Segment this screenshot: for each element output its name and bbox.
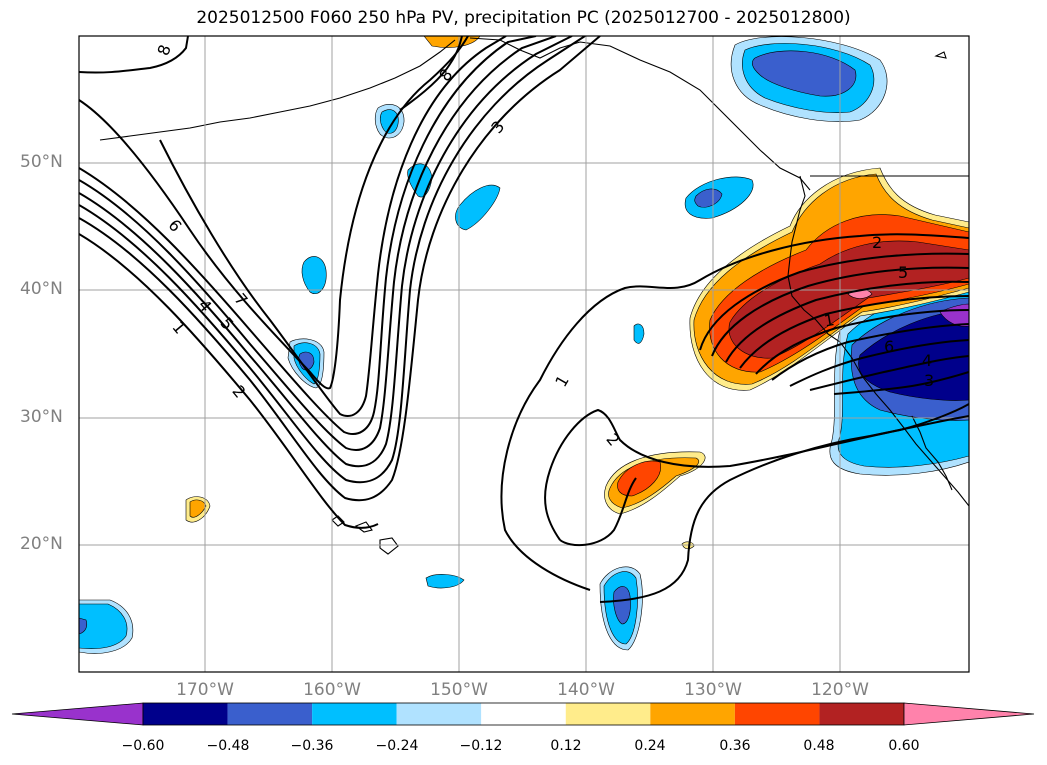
pv-contour-4	[79, 36, 573, 468]
contour-label: 4	[922, 351, 932, 370]
colorbar-tick-label: −0.36	[290, 738, 334, 754]
pv-contour-ridge-11	[789, 339, 969, 387]
baja	[911, 415, 953, 491]
plot-frame	[78, 35, 970, 673]
shade-blob-i	[425, 574, 465, 589]
lon-label-120w: 120°W	[811, 680, 869, 700]
lon-label-150w: 150°W	[430, 680, 488, 700]
colorbar-tick-label: 0.60	[888, 738, 920, 754]
pv-contour-ridge-9	[755, 309, 969, 375]
hawaii-2	[354, 521, 373, 533]
colorbar-tick-label: 0.24	[634, 738, 666, 754]
alaska-south	[469, 37, 811, 191]
colorbar-tick-label: −0.48	[206, 738, 250, 754]
colorbar-extend-left	[11, 702, 144, 726]
pv-contour-5	[79, 36, 557, 451]
colorbar-tick-label: −0.60	[121, 738, 165, 754]
aleutians	[99, 39, 456, 141]
pv-contour-ridge-7	[725, 280, 969, 363]
pv-contour-7	[159, 36, 507, 417]
pv-contour-9	[79, 36, 189, 74]
pv-contour-ridge-3	[544, 403, 969, 541]
shade-blob-c	[455, 184, 501, 231]
contour-label: 2	[872, 233, 882, 252]
lon-label-160w: 160°W	[303, 680, 361, 700]
lat-label-30: 30°N	[20, 407, 63, 427]
contour-label: 5	[898, 263, 908, 282]
pv-contour-1	[79, 233, 379, 529]
pv-contour-ridge-1	[500, 233, 969, 591]
colorbar-extend-right	[903, 702, 1035, 726]
lat-label-40: 40°N	[20, 279, 63, 299]
pv-contour-ridge-10	[771, 323, 969, 381]
plot-area	[79, 36, 969, 672]
colorbar-tick-label: 0.12	[550, 738, 582, 754]
colorbar-box	[143, 703, 228, 725]
colorbar-box	[565, 703, 651, 725]
colorbar-box	[396, 703, 482, 725]
colorbar	[11, 702, 1035, 726]
precip-negative-anomalies	[79, 36, 969, 654]
shade-blob-a-mid	[379, 109, 399, 134]
contour-label: 3	[924, 371, 934, 390]
lon-label-130w: 130°W	[684, 680, 742, 700]
island-1	[934, 51, 947, 59]
colorbar-box	[734, 703, 820, 725]
contour-label: 6	[884, 337, 894, 356]
colorbar-box	[312, 703, 397, 725]
lat-label-50: 50°N	[20, 152, 63, 172]
lat-label-20: 20°N	[20, 534, 63, 554]
hawaii-3	[379, 537, 399, 555]
shade-swus-core	[858, 309, 969, 401]
colorbar-tick-label: −0.12	[459, 738, 503, 754]
pv-contour-6	[79, 36, 537, 435]
map-title: 2025012500 F060 250 hPa PV, precipitatio…	[196, 8, 851, 28]
colorbar-box	[481, 703, 566, 725]
colorbar-tick-label: 0.48	[803, 738, 835, 754]
pv-contour-ridge-5	[699, 252, 969, 351]
pv-contour-ridge-6	[711, 266, 969, 357]
coastlines	[99, 37, 969, 555]
pv-contour-10	[399, 36, 463, 111]
pv-contour-8	[79, 36, 469, 390]
bc-coast	[787, 175, 969, 507]
colorbar-tick-label: 0.36	[719, 738, 751, 754]
contour-label: 1	[822, 310, 835, 330]
shade-trop-core	[617, 460, 661, 497]
lon-label-140w: 140°W	[557, 680, 615, 700]
lon-label-170w: 170°W	[176, 680, 234, 700]
hawaii-1	[331, 515, 345, 527]
pv-contour-2	[79, 36, 601, 502]
pv-contour-3	[79, 36, 586, 484]
gridlines	[79, 36, 969, 672]
pv-contours	[79, 36, 969, 603]
shade-bc-north-core	[751, 50, 857, 97]
pv-contour-ridge-4	[559, 477, 637, 547]
colorbar-box	[819, 703, 904, 725]
shade-blob-k-core	[189, 499, 207, 518]
pv-contour-ridge-13	[833, 371, 969, 395]
shade-blob-j-mid	[79, 603, 128, 649]
pv-contour-ridge-8	[739, 295, 969, 369]
shade-blob-f-core	[694, 188, 723, 208]
colorbar-tick-label: −0.24	[375, 738, 419, 754]
colorbar-box	[227, 703, 313, 725]
shade-blob-h-core	[613, 586, 631, 625]
colorbar-box	[650, 703, 735, 725]
shade-blob-g	[633, 323, 645, 344]
pv-contour-ridge-12	[809, 355, 969, 391]
